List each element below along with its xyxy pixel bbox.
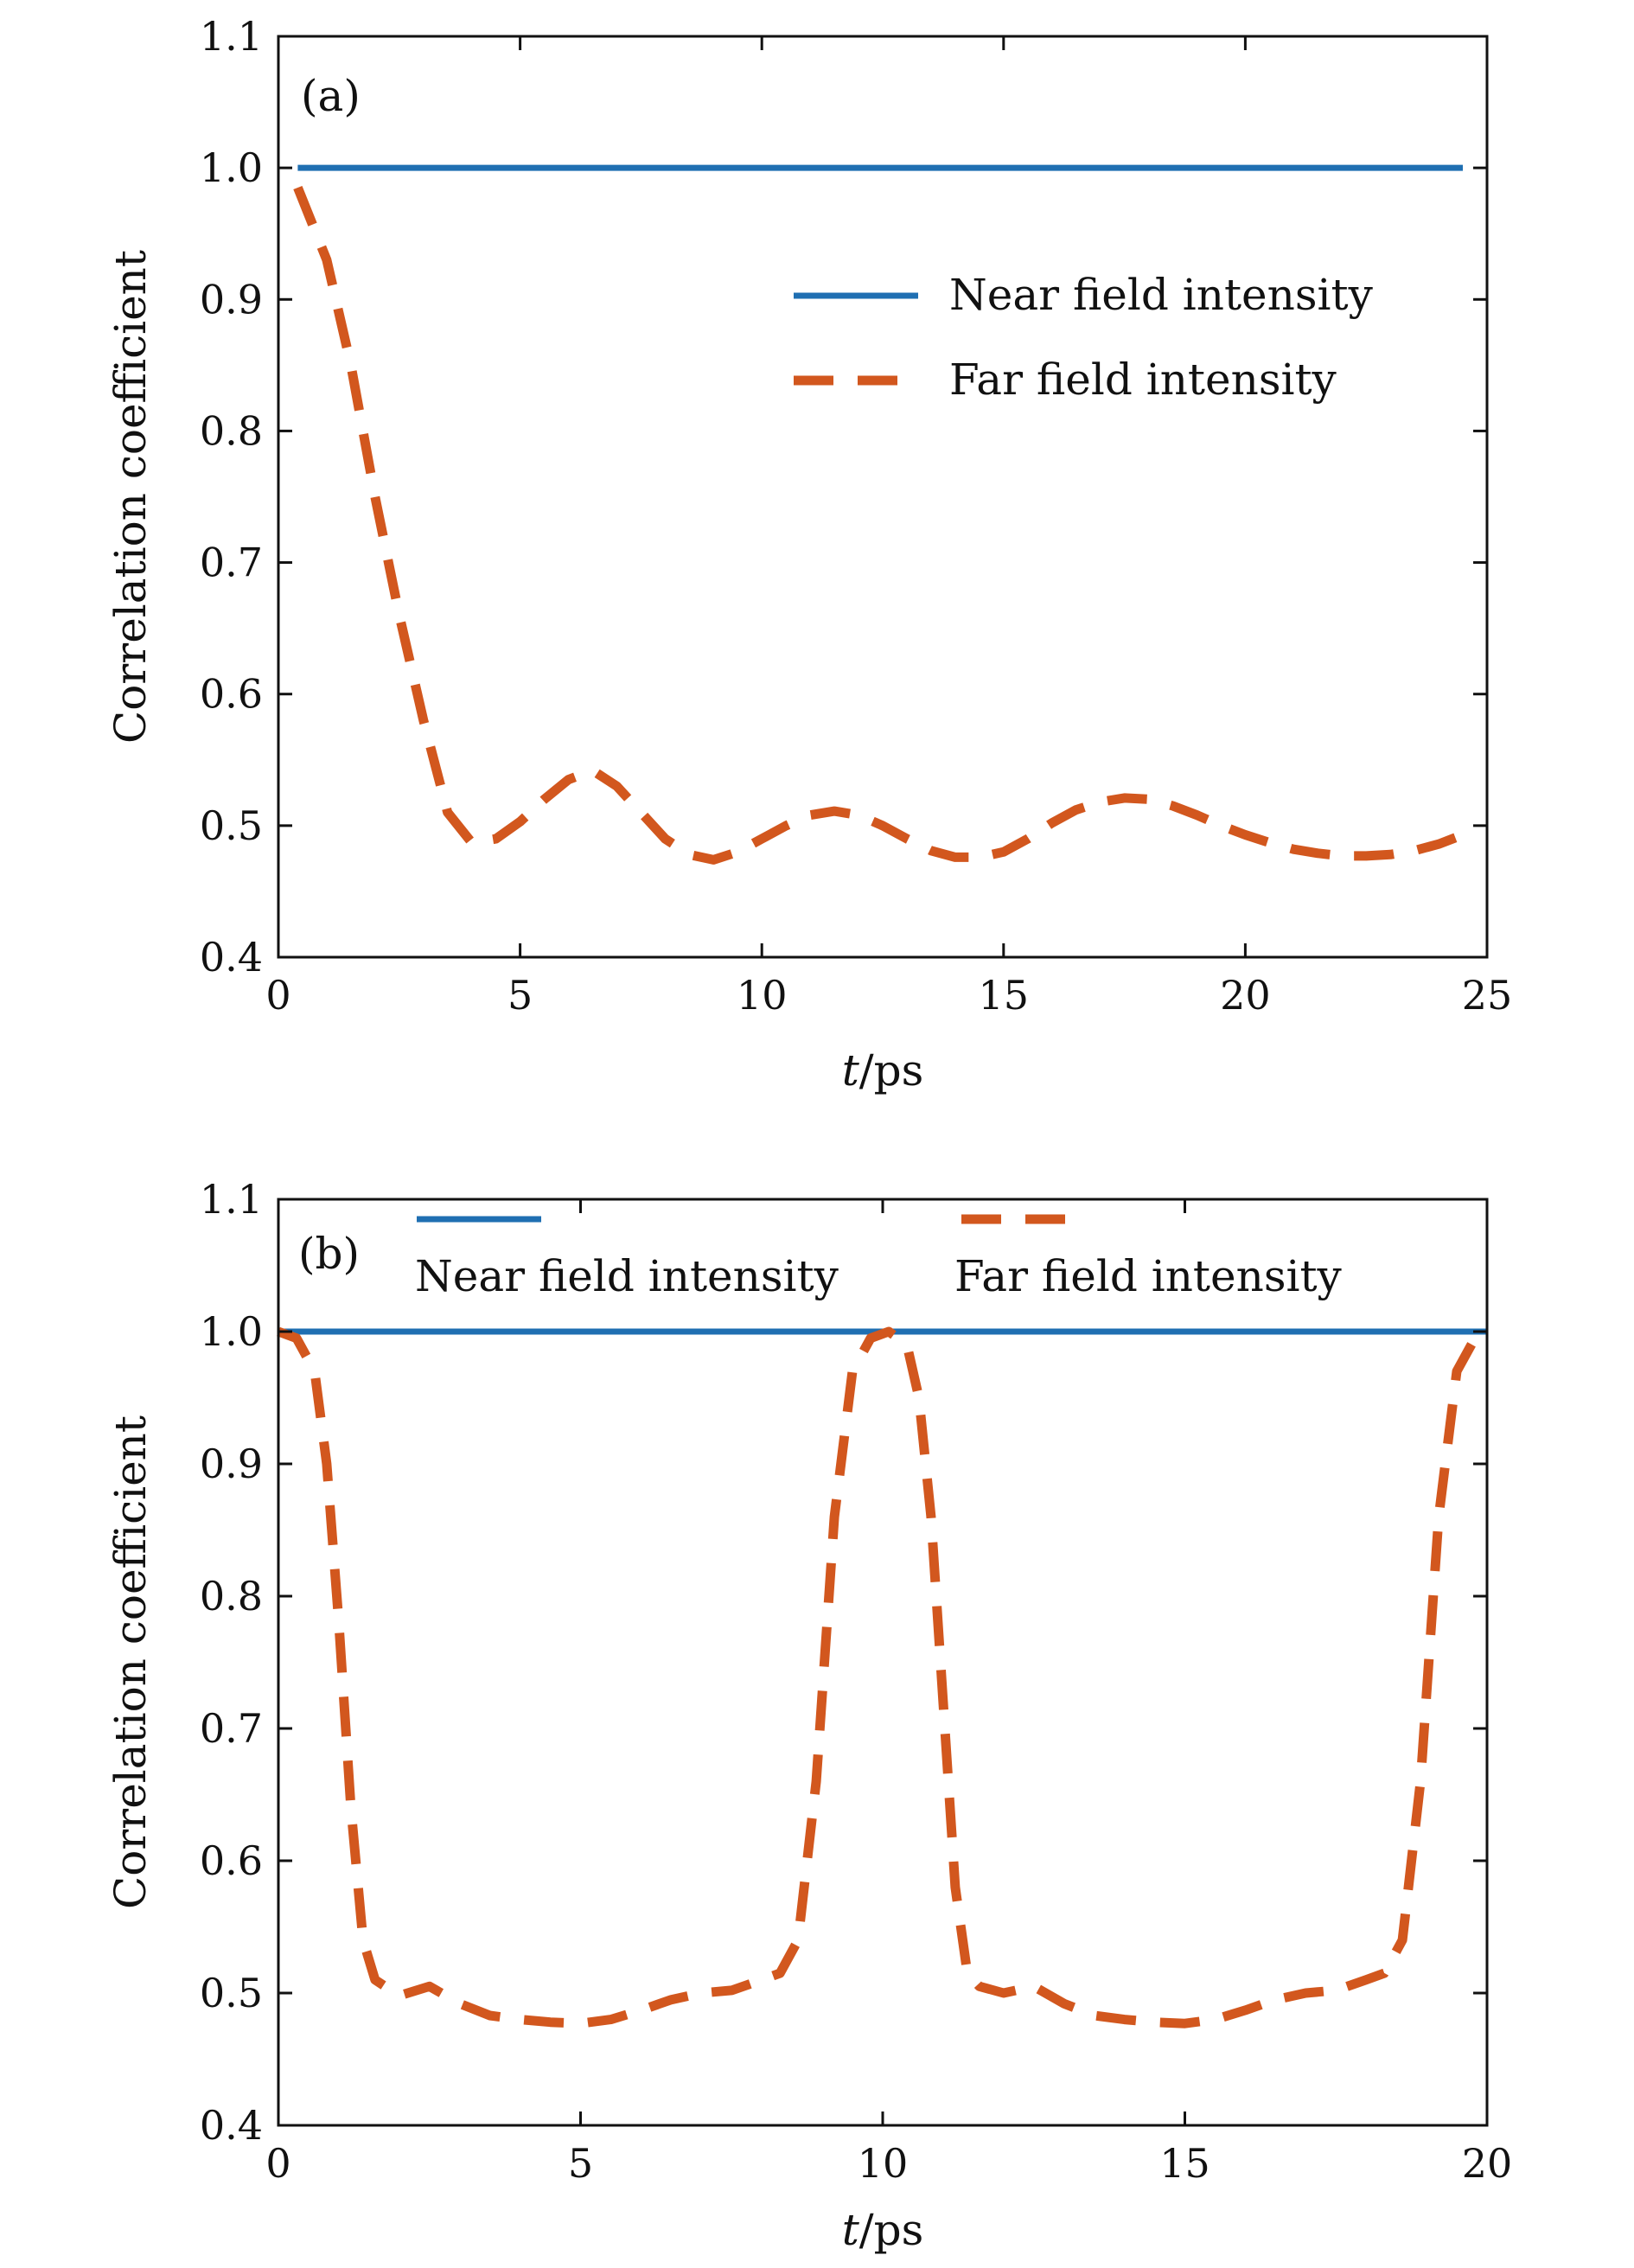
panel-a-x-tick-label: 5 [507, 972, 533, 1019]
panel-b-y-tick-label: 1.1 [200, 1176, 263, 1223]
panel-a-series [293, 164, 1465, 865]
panel-b-ticks: 0 5 10 15 20 0.4 0.5 0.6 0.7 0.8 0.9 1.0 1.1 [200, 1176, 1512, 2187]
panel-a-x-tick-label: 25 [1462, 972, 1513, 1019]
panel-b-x-tick-label: 0 [265, 2140, 290, 2187]
panel-a-plot-frame [277, 35, 1489, 959]
panel-b-x-tick-label: 20 [1462, 2140, 1513, 2187]
panel-a-ticks: 0 5 10 15 20 25 0.4 0.5 0.6 0.7 0.8 0.9 1.0 1.1 [200, 13, 1512, 1019]
panel-b-x-tick-label: 15 [1159, 2140, 1210, 2187]
panel-a-y-tick-label: 0.8 [200, 407, 263, 454]
panel-b-x-tick-label: 5 [568, 2140, 593, 2187]
panel-a-legend-label-near: Near field intensity [949, 270, 1374, 320]
panel-b: 0 5 10 15 20 0.4 0.5 0.6 0.7 0.8 0.9 1.0 1.1 (b) Cor… [105, 1176, 1512, 2255]
panel-a-series-far-field [293, 185, 1465, 865]
panel-a-legend-label-far: Far field intensity [949, 355, 1337, 405]
panel-a-y-tick-label: 1.1 [200, 13, 263, 60]
panel-b-x-axis-unit: /ps [859, 2205, 924, 2255]
panel-a-x-axis-variable: t [842, 1045, 860, 1096]
panel-b-y-tick-label: 0.8 [200, 1573, 263, 1620]
panel-b-x-axis-title: t/ps [842, 2205, 924, 2255]
panel-a-x-tick-label: 15 [979, 972, 1030, 1019]
panel-b-y-tick-label: 0.7 [200, 1705, 263, 1752]
panel-b-series-far-field [277, 1326, 1490, 2028]
panel-a-y-tick-label: 0.5 [200, 802, 263, 849]
panel-a-y-tick-label: 0.7 [200, 540, 263, 586]
panel-b-x-tick-label: 10 [858, 2140, 909, 2187]
panel-b-y-tick-label: 0.9 [200, 1441, 263, 1487]
panel-a-label: (a) [301, 71, 361, 121]
panel-b-x-axis-variable: t [842, 2205, 860, 2255]
panel-b-y-axis-title: Correlation coefficient [105, 1415, 156, 1909]
panel-a-x-axis-title: t/ps [842, 1045, 924, 1096]
panel-b-series [277, 1326, 1490, 2028]
panel-a-x-axis-unit: /ps [859, 1045, 924, 1096]
panel-b-legend-label-near: Near field intensity [415, 1251, 839, 1301]
panel-a-y-tick-label: 0.4 [200, 934, 263, 981]
panel-a: 0 5 10 15 20 25 0.4 0.5 0.6 0.7 0.8 0.9 1.0 1.1 (a) C… [105, 13, 1512, 1096]
panel-b-y-tick-label: 0.4 [200, 2102, 263, 2149]
panel-b-y-tick-label: 1.0 [200, 1308, 263, 1355]
panel-b-label: (b) [298, 1229, 360, 1279]
panel-a-y-tick-label: 1.0 [200, 144, 263, 191]
panel-b-legend: Near field intensity Far field intensity [415, 1214, 1343, 1301]
panel-a-x-tick-label: 10 [737, 972, 788, 1019]
panel-a-x-tick-label: 0 [265, 972, 290, 1019]
panel-a-legend: Near field intensity Far field intensity [794, 270, 1374, 405]
panel-b-y-tick-label: 0.6 [200, 1837, 263, 1884]
panel-a-y-tick-label: 0.6 [200, 671, 263, 718]
panel-a-y-axis-title: Correlation coefficient [105, 250, 156, 744]
panel-a-y-tick-label: 0.9 [200, 276, 263, 323]
panel-a-x-tick-label: 20 [1220, 972, 1271, 1019]
panel-b-y-tick-label: 0.5 [200, 1970, 263, 2016]
panel-b-legend-label-far: Far field intensity [954, 1251, 1343, 1301]
